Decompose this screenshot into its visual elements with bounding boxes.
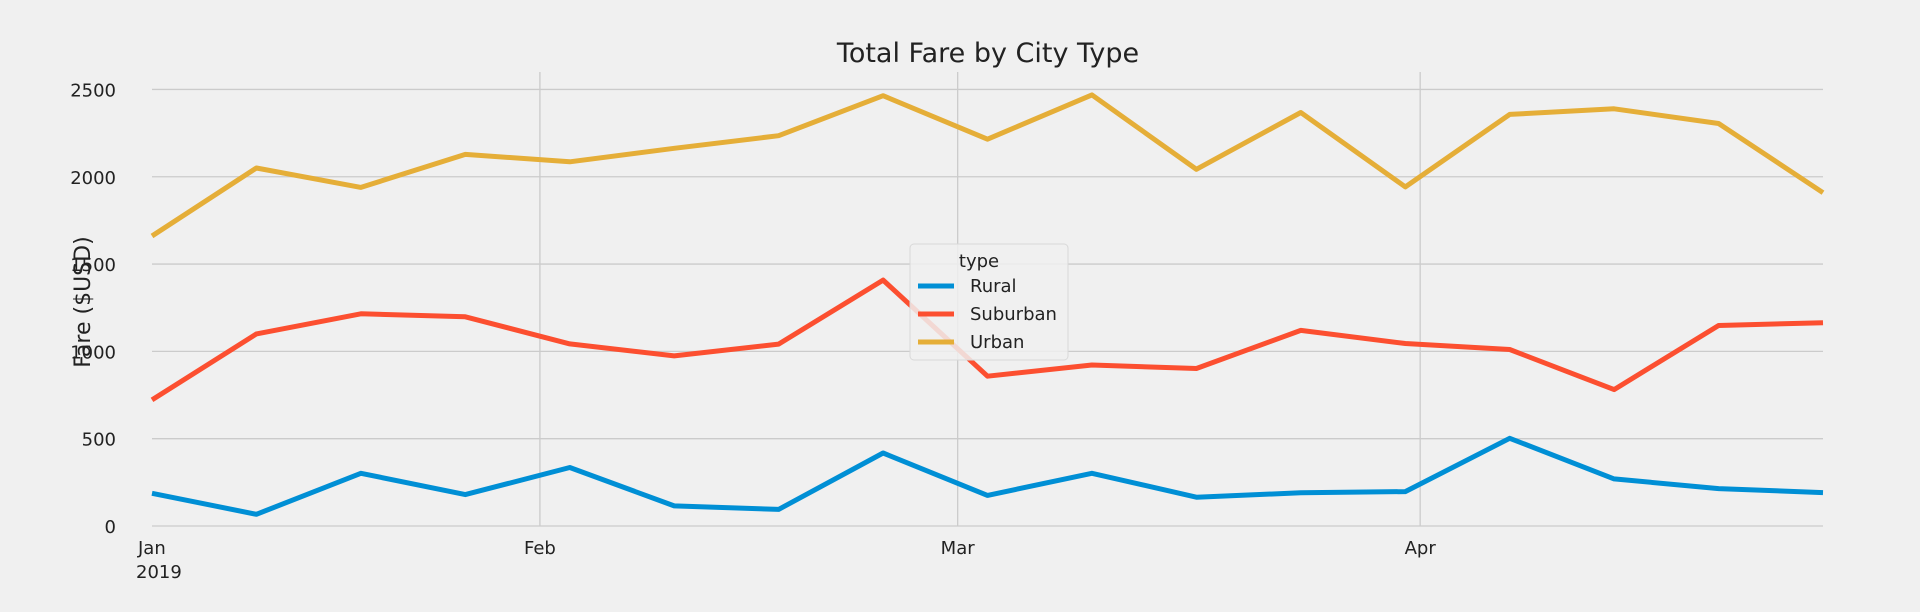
legend-label-urban: Urban [970, 332, 1024, 353]
x-tick-labels: Jan 2019 Feb Mar Apr [136, 538, 1436, 583]
legend-title: type [959, 251, 999, 272]
chart-title: Total Fare by City Type [836, 38, 1139, 69]
y-tick-label: 1000 [70, 342, 116, 363]
series-line-urban [150, 92, 1825, 239]
y-axis-label: Fare ($USD) [71, 236, 96, 367]
legend-box [909, 243, 1069, 361]
y-tick-label: 0 [105, 517, 116, 538]
y-tick-label: 1500 [70, 255, 116, 276]
y-tick-labels: 0 500 1000 1500 2000 2500 [70, 80, 116, 538]
y-tick-label: 500 [82, 430, 116, 451]
series-line-suburban [150, 277, 1824, 403]
x-tick-label: Jan [137, 538, 166, 559]
series-lines [150, 92, 1825, 517]
legend: type Rural Suburban Urban [909, 243, 1069, 361]
y-tick-label: 2500 [70, 80, 116, 101]
legend-label-suburban: Suburban [970, 304, 1057, 325]
x-tick-label: Mar [941, 538, 976, 559]
x-tick-sublabel: 2019 [136, 562, 182, 583]
x-tick-label: Apr [1405, 538, 1437, 559]
x-tick-label: Feb [524, 538, 556, 559]
legend-label-rural: Rural [970, 276, 1017, 297]
series-line-rural [151, 435, 1824, 517]
y-tick-label: 2000 [70, 168, 116, 189]
